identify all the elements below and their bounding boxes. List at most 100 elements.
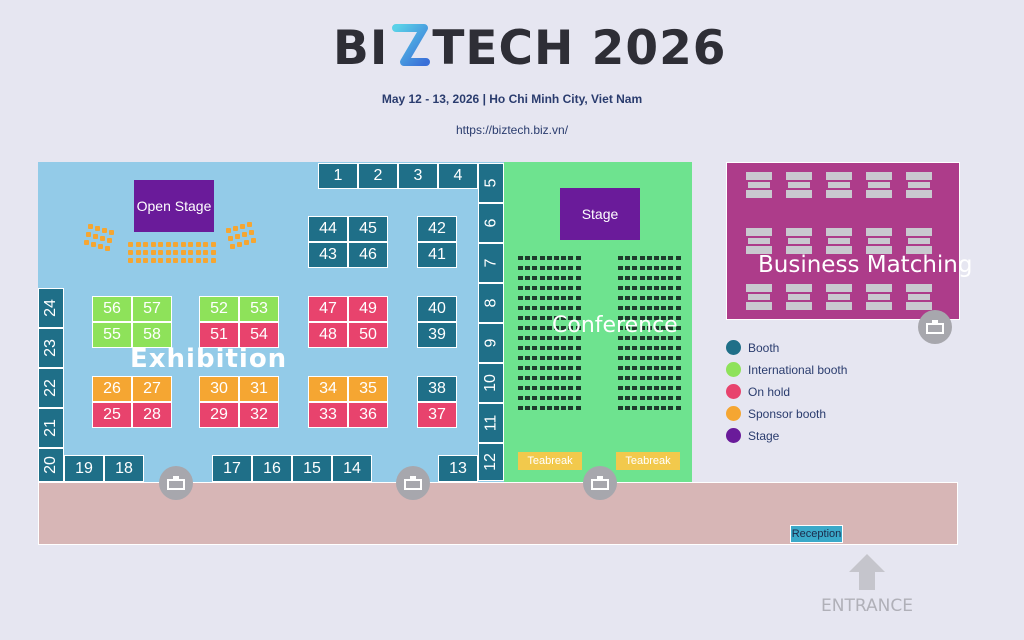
booth-number: 48: [319, 326, 337, 343]
booth-38[interactable]: 38: [417, 376, 457, 402]
door-icon[interactable]: [583, 466, 617, 500]
chair: [646, 406, 652, 410]
chair: [554, 286, 559, 290]
chair: [908, 182, 930, 188]
booth-23[interactable]: 23: [38, 328, 64, 368]
chair: [661, 286, 667, 290]
entrance-label: ENTRANCE: [821, 596, 913, 616]
booth-30[interactable]: 30: [199, 376, 239, 402]
booth-41[interactable]: 41: [417, 242, 457, 268]
booth-36[interactable]: 36: [348, 402, 388, 428]
booth-15[interactable]: 15: [292, 455, 332, 482]
booth-27[interactable]: 27: [132, 376, 172, 402]
door-icon[interactable]: [159, 466, 193, 500]
booth-12[interactable]: 12: [478, 443, 504, 481]
booth-17[interactable]: 17: [212, 455, 252, 482]
booth-25[interactable]: 25: [92, 402, 132, 428]
chair: [575, 326, 581, 330]
booth-34[interactable]: 34: [308, 376, 348, 402]
chair: [639, 396, 645, 400]
booth-9[interactable]: 9: [478, 323, 504, 363]
booth-20[interactable]: 20: [38, 448, 64, 482]
open-stage[interactable]: Open Stage: [134, 180, 214, 232]
chair: [575, 276, 581, 280]
booth-number: 16: [263, 459, 281, 477]
chair: [532, 276, 538, 280]
booth-49[interactable]: 49: [348, 296, 388, 322]
booth-24[interactable]: 24: [38, 288, 64, 328]
chair: [226, 228, 231, 233]
booth-57[interactable]: 57: [132, 296, 172, 322]
booth-39[interactable]: 39: [417, 322, 457, 348]
booth-37[interactable]: 37: [417, 402, 457, 428]
booth-50[interactable]: 50: [348, 322, 388, 348]
booth-number: 41: [428, 246, 446, 263]
booth-45[interactable]: 45: [348, 216, 388, 242]
booth-18[interactable]: 18: [104, 455, 144, 482]
booth-2[interactable]: 2: [358, 163, 398, 189]
booth-19[interactable]: 19: [64, 455, 104, 482]
chair: [661, 256, 667, 260]
booth-13[interactable]: 13: [438, 455, 478, 482]
booth-42[interactable]: 42: [417, 216, 457, 242]
booth-3[interactable]: 3: [398, 163, 438, 189]
booth-48[interactable]: 48: [308, 322, 348, 348]
booth-47[interactable]: 47: [308, 296, 348, 322]
booth-28[interactable]: 28: [132, 402, 172, 428]
chair: [188, 250, 193, 255]
legend-swatch: [726, 406, 741, 421]
legend-label: On hold: [748, 384, 791, 399]
chair: [868, 182, 890, 188]
reception-desk[interactable]: Reception: [790, 525, 843, 543]
booth-46[interactable]: 46: [348, 242, 388, 268]
booth-22[interactable]: 22: [38, 368, 64, 408]
chair: [173, 258, 178, 263]
booth-54[interactable]: 54: [239, 322, 279, 348]
booth-58[interactable]: 58: [132, 322, 172, 348]
event-url[interactable]: https://biztech.biz.vn/: [455, 123, 569, 137]
booth-33[interactable]: 33: [308, 402, 348, 428]
booth-14[interactable]: 14: [332, 455, 372, 482]
booth-52[interactable]: 52: [199, 296, 239, 322]
chair: [518, 266, 523, 270]
booth-26[interactable]: 26: [92, 376, 132, 402]
booth-21[interactable]: 21: [38, 408, 64, 448]
booth-53[interactable]: 53: [239, 296, 279, 322]
door-icon[interactable]: [918, 310, 952, 344]
conference-stage[interactable]: Stage: [560, 188, 640, 240]
chair: [826, 302, 852, 310]
booth-56[interactable]: 56: [92, 296, 132, 322]
chair: [906, 246, 932, 254]
booth-43[interactable]: 43: [308, 242, 348, 268]
booth-44[interactable]: 44: [308, 216, 348, 242]
booth-10[interactable]: 10: [478, 363, 504, 403]
booth-8[interactable]: 8: [478, 283, 504, 323]
booth-16[interactable]: 16: [252, 455, 292, 482]
booth-51[interactable]: 51: [199, 322, 239, 348]
chair: [632, 336, 638, 340]
booth-6[interactable]: 6: [478, 203, 504, 243]
booth-5[interactable]: 5: [478, 163, 504, 203]
booth-11[interactable]: 11: [478, 403, 504, 443]
door-icon[interactable]: [396, 466, 430, 500]
chair: [654, 406, 659, 410]
chair: [554, 296, 559, 300]
chair: [568, 366, 574, 370]
booth-number: 22: [41, 379, 59, 397]
chair: [632, 316, 638, 320]
legend-swatch: [726, 362, 741, 377]
booth-35[interactable]: 35: [348, 376, 388, 402]
booth-40[interactable]: 40: [417, 296, 457, 322]
chair: [625, 406, 631, 410]
booth-31[interactable]: 31: [239, 376, 279, 402]
chair: [546, 296, 552, 300]
booth-29[interactable]: 29: [199, 402, 239, 428]
booth-7[interactable]: 7: [478, 243, 504, 283]
booth-4[interactable]: 4: [438, 163, 478, 189]
chair: [746, 172, 772, 180]
booth-1[interactable]: 1: [318, 163, 358, 189]
chair: [675, 386, 681, 390]
booth-32[interactable]: 32: [239, 402, 279, 428]
chair: [646, 336, 652, 340]
booth-55[interactable]: 55: [92, 322, 132, 348]
